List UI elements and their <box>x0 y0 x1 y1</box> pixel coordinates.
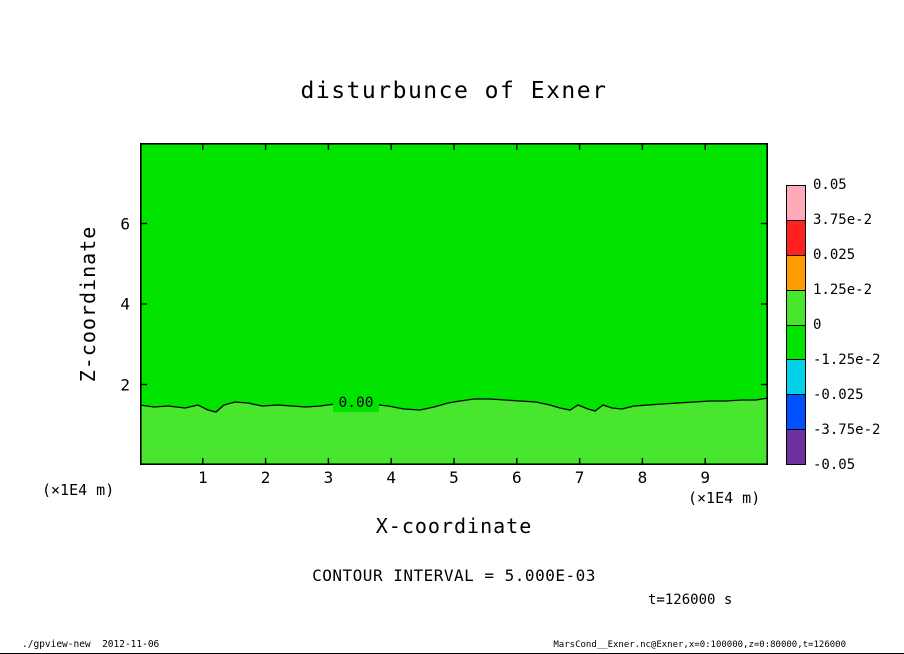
colorbar-segment <box>787 325 805 361</box>
colorbar-segment <box>787 255 805 291</box>
x-tick-label: 4 <box>386 468 397 487</box>
x-tick-label: 6 <box>511 468 522 487</box>
x-tick-label: 7 <box>574 468 585 487</box>
x-tick-label: 9 <box>700 468 711 487</box>
plot-border <box>140 143 768 465</box>
y-axis-unit-label: (×1E4 m) <box>42 481 115 499</box>
contour-interval-text: CONTOUR INTERVAL = 5.000E-03 <box>312 566 596 585</box>
colorbar-tick-label: -3.75e-2 <box>813 422 881 438</box>
x-axis-tick-labels: 1 2 3 4 5 6 7 8 9 <box>140 468 768 488</box>
colorbar-tick-label: 0.025 <box>813 247 856 263</box>
colorbar-tick-label: -0.025 <box>813 387 864 403</box>
colorbar <box>786 185 806 465</box>
colorbar-segment <box>787 220 805 256</box>
colorbar-segment <box>787 395 805 431</box>
x-tick-label: 5 <box>449 468 459 487</box>
x-axis-label: X-coordinate <box>375 514 533 538</box>
colorbar-tick-labels: 0.05 3.75e-2 0.025 1.25e-2 0 -1.25e-2 -0.025 -3… <box>813 177 899 473</box>
colorbar-tick-label: 0.05 <box>813 177 847 193</box>
colorbar-tick-label: 0 <box>813 317 822 333</box>
y-tick-label: 6 <box>120 214 130 233</box>
plot-title: disturbunce of Exner <box>300 78 608 104</box>
colorbar-tick-label: 3.75e-2 <box>813 212 873 228</box>
colorbar-tick-label: 1.25e-2 <box>813 282 873 298</box>
footer-source-text: MarsCond__Exner.nc@Exner,x=0:100000,z=0:… <box>553 640 846 650</box>
fill-below-contour <box>140 398 768 465</box>
contour-label-background <box>333 393 379 412</box>
y-tick-label: 2 <box>120 375 130 394</box>
plot-area: 0.00 <box>140 143 768 465</box>
x-tick-label: 8 <box>637 468 648 487</box>
y-axis-label: Z-coordinate <box>76 225 100 383</box>
y-axis-tick-labels: 6 4 2 <box>98 143 132 465</box>
colorbar-segment <box>787 186 805 221</box>
x-tick-label: 2 <box>260 468 271 487</box>
x-tick-label: 1 <box>197 468 208 487</box>
colorbar-segment <box>787 290 805 326</box>
x-tick-label: 3 <box>323 468 334 487</box>
zero-contour-line <box>140 397 768 413</box>
x-axis-unit-label: (×1E4 m) <box>688 489 761 507</box>
colorbar-segment <box>787 360 805 396</box>
colorbar-tick-label: -1.25e-2 <box>813 352 881 368</box>
contour-label: 0.00 <box>339 395 374 411</box>
y-tick-label: 4 <box>120 294 130 314</box>
time-label: t=126000 s <box>648 592 733 608</box>
colorbar-tick-label: -0.05 <box>813 457 856 473</box>
contour-plot: 0.00 <box>140 143 768 465</box>
footer-command-text: ./gpview-new 2012-11-06 <box>22 639 160 650</box>
colorbar-segment <box>787 430 805 464</box>
